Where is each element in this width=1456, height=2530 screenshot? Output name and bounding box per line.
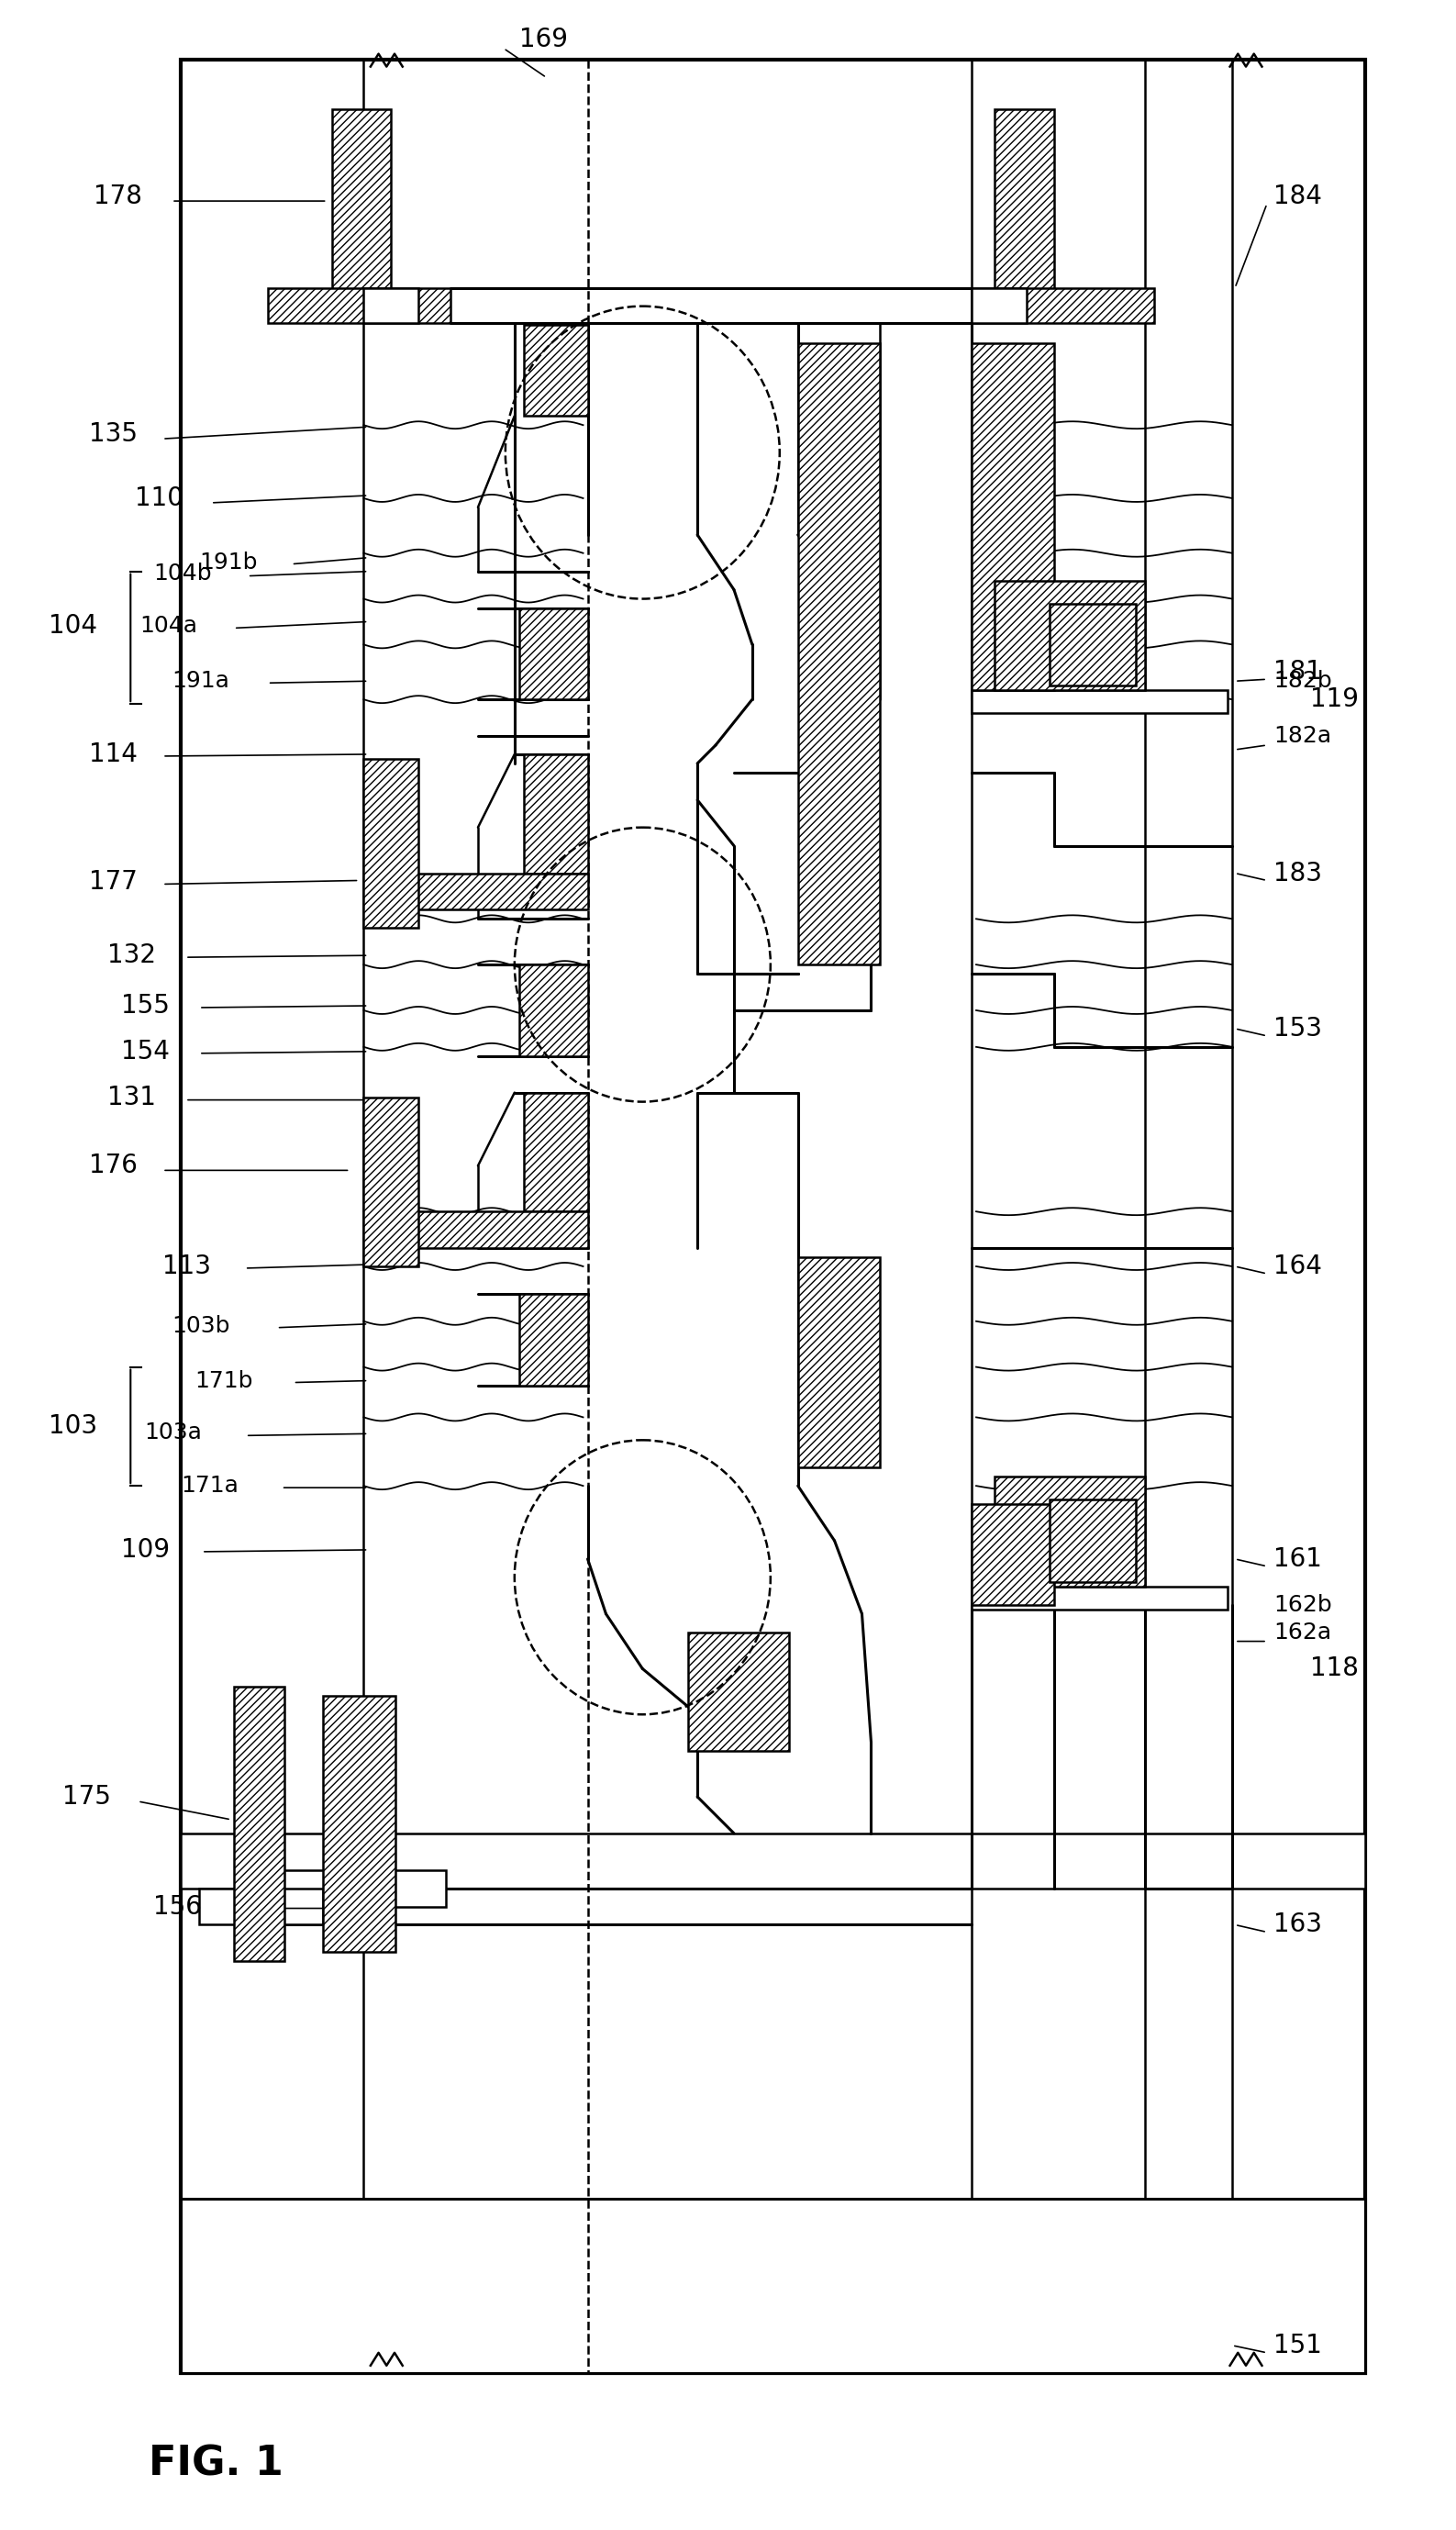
Text: 135: 135 — [89, 423, 138, 448]
Text: 191a: 191a — [172, 670, 230, 693]
Bar — [520, 964, 588, 1055]
Text: 153: 153 — [1274, 1015, 1322, 1042]
Text: 182b: 182b — [1274, 670, 1332, 693]
Text: 103: 103 — [48, 1414, 98, 1440]
Bar — [994, 1478, 1146, 1586]
Bar — [323, 1695, 396, 1953]
Text: 155: 155 — [121, 992, 170, 1020]
Text: 104: 104 — [48, 612, 98, 640]
Text: 163: 163 — [1274, 1913, 1322, 1938]
Text: 182a: 182a — [1274, 726, 1331, 746]
Bar — [520, 607, 588, 698]
Bar — [971, 288, 1155, 324]
Text: 131: 131 — [108, 1085, 156, 1111]
Bar — [1050, 1500, 1136, 1581]
Bar — [524, 754, 588, 873]
Bar — [364, 288, 418, 324]
Text: 132: 132 — [108, 944, 156, 969]
Text: 181: 181 — [1274, 660, 1322, 686]
Bar — [405, 873, 588, 911]
Bar — [689, 1632, 789, 1751]
Bar — [524, 1093, 588, 1212]
Text: 104b: 104b — [153, 562, 211, 584]
Bar — [971, 342, 1054, 691]
Bar — [364, 759, 418, 929]
Text: 154: 154 — [121, 1040, 170, 1065]
Bar — [971, 1586, 1227, 1609]
Bar — [364, 1098, 418, 1268]
Text: 171b: 171b — [195, 1369, 253, 1392]
Text: 191b: 191b — [199, 552, 258, 574]
Text: 162b: 162b — [1274, 1594, 1332, 1617]
Text: 109: 109 — [121, 1538, 170, 1564]
Text: 114: 114 — [89, 741, 138, 767]
Text: 171a: 171a — [181, 1475, 239, 1498]
Bar — [405, 1212, 588, 1247]
Text: 118: 118 — [1310, 1655, 1358, 1682]
Bar — [971, 691, 1227, 713]
Text: 176: 176 — [89, 1154, 138, 1179]
Bar — [181, 58, 1364, 2373]
Bar — [994, 579, 1146, 691]
Text: FIG. 1: FIG. 1 — [149, 2444, 284, 2484]
Text: 103a: 103a — [144, 1422, 202, 1445]
Text: 110: 110 — [135, 486, 183, 511]
Text: 113: 113 — [163, 1252, 211, 1280]
Bar — [272, 1870, 446, 1908]
Text: 175: 175 — [63, 1784, 111, 1809]
Text: 151: 151 — [1274, 2333, 1322, 2358]
Text: 161: 161 — [1274, 1546, 1322, 1571]
Text: 184: 184 — [1274, 185, 1322, 210]
Bar — [234, 1688, 284, 1961]
Bar — [994, 109, 1054, 301]
Text: 119: 119 — [1310, 686, 1358, 713]
Text: 156: 156 — [153, 1892, 202, 1920]
Bar — [1050, 602, 1136, 686]
Bar — [971, 1505, 1054, 1604]
Bar — [181, 1834, 1364, 1887]
Bar — [971, 288, 1026, 324]
Bar — [798, 1257, 881, 1467]
Text: 103b: 103b — [172, 1316, 230, 1336]
Text: 178: 178 — [95, 185, 143, 210]
Text: 169: 169 — [520, 25, 568, 53]
Text: 164: 164 — [1274, 1252, 1322, 1280]
Text: 104a: 104a — [140, 615, 198, 638]
Text: 162a: 162a — [1274, 1622, 1331, 1642]
Bar — [332, 109, 392, 301]
Bar — [520, 1293, 588, 1386]
Bar — [181, 2199, 1364, 2373]
Text: 177: 177 — [89, 870, 138, 896]
Bar — [199, 1887, 323, 1925]
Bar — [798, 342, 881, 964]
Bar — [268, 288, 450, 324]
Text: 183: 183 — [1274, 860, 1322, 885]
Bar — [524, 324, 588, 415]
